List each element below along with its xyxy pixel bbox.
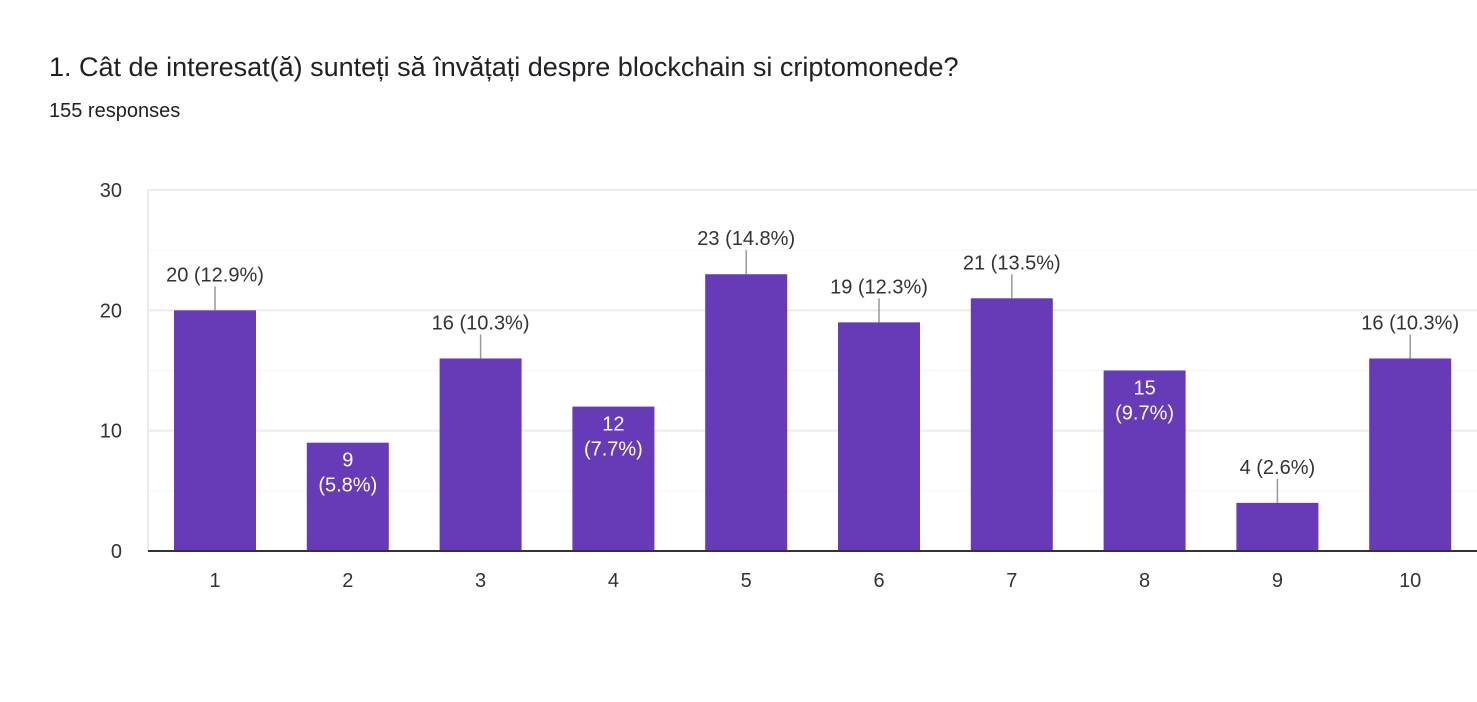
x-tick-label: 9 [1272,570,1283,592]
x-tick-label: 3 [475,570,486,592]
data-label: 16 (10.3%) [1361,312,1459,334]
data-label-value: 15 [1133,378,1155,400]
data-label-percent: (9.7%) [1115,403,1174,425]
x-tick-label: 7 [1006,570,1017,592]
y-tick-label: 10 [100,421,122,443]
data-label: 21 (13.5%) [963,252,1061,274]
bar [174,310,256,551]
data-label: 16 (10.3%) [432,312,530,334]
bar [439,358,522,551]
bar [306,442,389,551]
y-tick-label: 30 [100,180,122,202]
x-tick-label: 5 [741,570,752,592]
bar [1369,358,1452,551]
bar [970,298,1053,551]
bar [1103,370,1186,551]
y-tick-label: 0 [111,541,122,563]
x-tick-label: 1 [209,570,220,592]
x-tick-label: 4 [608,570,619,592]
data-label: 19 (12.3%) [830,276,928,298]
bar [838,322,920,551]
y-tick-label: 20 [100,300,122,322]
data-label-value: 9 [342,450,353,472]
responses-count: 155 responses [49,100,181,122]
x-tick-label: 10 [1399,570,1421,592]
data-label: 20 (12.9%) [166,264,264,286]
x-tick-label: 6 [873,570,884,592]
data-label: 4 (2.6%) [1240,457,1316,479]
data-label: 23 (14.8%) [697,228,795,250]
x-tick-label: 8 [1139,570,1150,592]
question-title: 1. Cât de interesat(ă) sunteți să învăța… [49,52,959,82]
data-label-value: 12 [602,414,624,436]
data-label-percent: (7.7%) [584,439,643,461]
data-label-percent: (5.8%) [318,475,377,497]
bar [572,406,655,551]
bar [1236,502,1319,551]
x-tick-label: 2 [342,570,353,592]
bar [705,274,788,551]
